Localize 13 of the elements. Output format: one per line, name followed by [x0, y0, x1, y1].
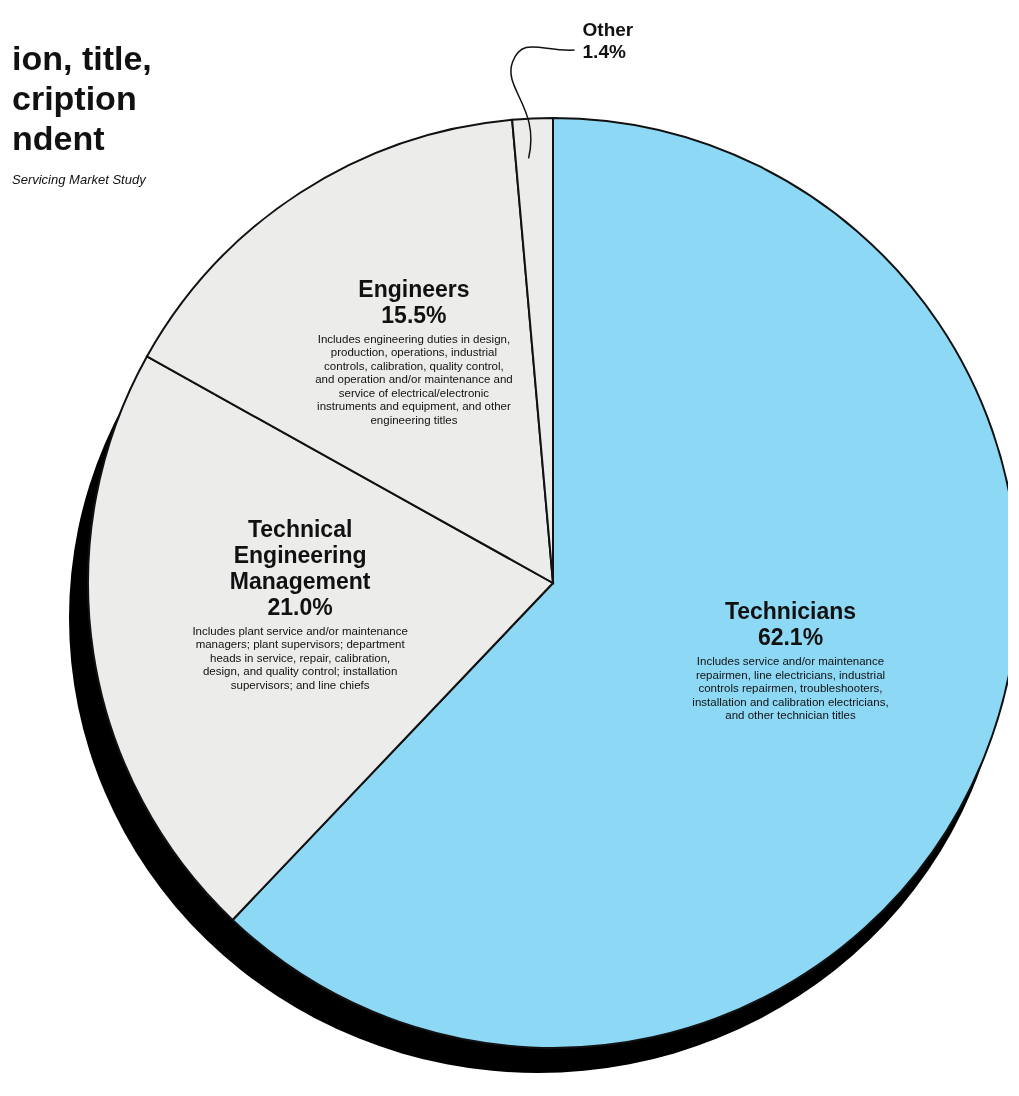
slice-label: Technical Engineering Management [229, 515, 371, 594]
data-label: 21.0% [267, 593, 333, 620]
slice-label: Technicians [724, 598, 857, 625]
text: Includes service and/or maintenance repairmen, line electricians, industrial controls repairmen, troubleshooters, installation and calibration electricians, and other technician titles [692, 655, 889, 722]
slice-label: Other [582, 19, 634, 40]
text: Includes plant service and/or maintenance managers; plant supervisors; department heads in service, repair, calibration, design, and quality control; installation supervisors; and line chiefs [192, 624, 408, 691]
text: ion, title, cription ndent [12, 38, 153, 158]
slice-label: Engineers [358, 275, 470, 302]
text: Includes engineering duties in design, production, operations, industrial controls, calibration, quality control, and operation and/or maintenance and service of electrical/electronic instruments and equipment, and other engineering titles [315, 332, 513, 426]
data-label: 62.1% [757, 624, 824, 651]
data-label: 1.4% [582, 41, 626, 62]
text: Servicing Market Study [12, 172, 147, 187]
data-label: 15.5% [381, 301, 447, 328]
